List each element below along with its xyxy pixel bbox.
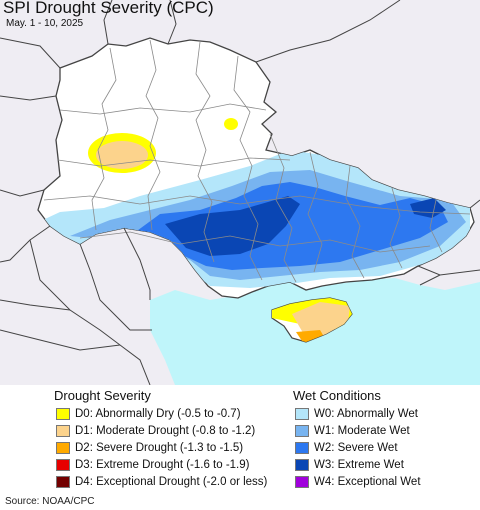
w2-swatch (295, 442, 309, 454)
legend-item-w2: W2: Severe Wet (295, 441, 398, 455)
d0-label: D0: Abnormally Dry (-0.5 to -0.7) (75, 408, 241, 420)
d1-moderate-drought-area (96, 141, 148, 169)
drought-map (0, 0, 480, 385)
w2-label: W2: Severe Wet (314, 442, 398, 454)
source-note: Source: NOAA/CPC (5, 496, 95, 507)
wet-legend-heading: Wet Conditions (293, 388, 381, 403)
map: SPI Drought Severity (CPC) May. 1 - 10, … (0, 0, 480, 385)
legend-item-d2: D2: Severe Drought (-1.3 to -1.5) (56, 441, 243, 455)
d2-swatch (56, 442, 70, 454)
drought-legend-heading: Drought Severity (54, 388, 151, 403)
d3-swatch (56, 459, 70, 471)
w4-swatch (295, 476, 309, 488)
w0-swatch (295, 408, 309, 420)
d0-abnormally-dry-spot-north (224, 118, 238, 130)
d0-swatch (56, 408, 70, 420)
w1-swatch (295, 425, 309, 437)
w4-label: W4: Exceptional Wet (314, 476, 421, 488)
w1-label: W1: Moderate Wet (314, 425, 410, 437)
legend-item-w1: W1: Moderate Wet (295, 424, 410, 438)
legend-item-d4: D4: Exceptional Drought (-2.0 or less) (56, 475, 267, 489)
w3-label: W3: Extreme Wet (314, 459, 404, 471)
country-borders (0, 0, 480, 385)
map-title: SPI Drought Severity (CPC) (3, 0, 214, 17)
d2-label: D2: Severe Drought (-1.3 to -1.5) (75, 442, 244, 454)
legend-item-w4: W4: Exceptional Wet (295, 475, 421, 489)
map-subtitle: May. 1 - 10, 2025 (6, 18, 84, 29)
d4-swatch (56, 476, 70, 488)
d4-label: D4: Exceptional Drought (-2.0 or less) (75, 476, 268, 488)
legend-item-w0: W0: Abnormally Wet (295, 407, 418, 421)
w0-label: W0: Abnormally Wet (314, 408, 418, 420)
w3-swatch (295, 459, 309, 471)
legend-item-d0: D0: Abnormally Dry (-0.5 to -0.7) (56, 407, 241, 421)
oblast-borders (43, 39, 471, 283)
legend: Drought Severity Wet Conditions D0: Abno… (0, 385, 480, 495)
d1-swatch (56, 425, 70, 437)
legend-item-w3: W3: Extreme Wet (295, 458, 404, 472)
d3-label: D3: Extreme Drought (-1.6 to -1.9) (75, 459, 250, 471)
legend-item-d1: D1: Moderate Drought (-0.8 to -1.2) (56, 424, 255, 438)
legend-item-d3: D3: Extreme Drought (-1.6 to -1.9) (56, 458, 249, 472)
d1-label: D1: Moderate Drought (-0.8 to -1.2) (75, 425, 256, 437)
